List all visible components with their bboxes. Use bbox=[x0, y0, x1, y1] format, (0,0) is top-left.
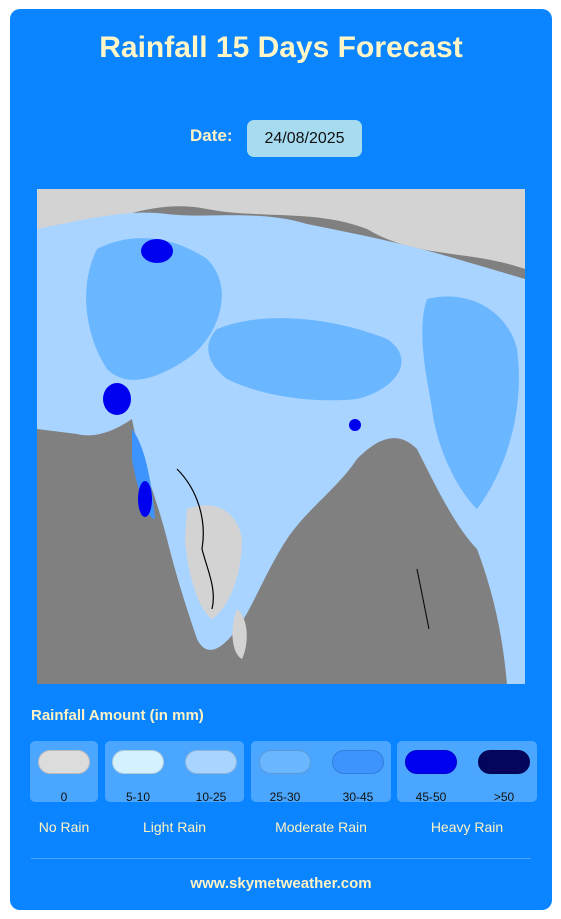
map-dry-south bbox=[185, 505, 242, 619]
footer-link[interactable]: www.skymetweather.com bbox=[190, 875, 372, 892]
legend-label-5: 45-50 bbox=[415, 790, 447, 804]
legend-label-0: 0 bbox=[60, 790, 68, 804]
legend-category-no-rain: No Rain bbox=[38, 819, 90, 835]
legend-swatch-1 bbox=[112, 750, 164, 774]
legend-label-6: >50 bbox=[493, 790, 515, 804]
map-rain-moderate-central bbox=[208, 318, 402, 401]
legend-label-4: 30-45 bbox=[342, 790, 374, 804]
map-rain-moderate-northwest bbox=[86, 238, 222, 380]
date-label: Date: bbox=[190, 126, 233, 145]
map-border-line bbox=[176, 468, 214, 610]
divider bbox=[31, 858, 531, 859]
map-rain-moderate-east bbox=[422, 296, 519, 509]
map-rain-heavy-north bbox=[141, 239, 173, 263]
map-rain-heavy-konkan bbox=[138, 481, 152, 517]
legend-category-light-rain: Light Rain bbox=[142, 819, 207, 835]
legend-swatch-6 bbox=[478, 750, 530, 774]
legend-label-1: 5-10 bbox=[125, 790, 151, 804]
map-rain-heavy-gujarat bbox=[103, 383, 131, 415]
page-title: Rainfall 15 Days Forecast bbox=[99, 31, 463, 64]
map-dry-srilanka bbox=[232, 609, 247, 659]
date-picker[interactable]: 24/08/2025 bbox=[247, 120, 362, 157]
legend-swatch-4 bbox=[332, 750, 384, 774]
legend-group-moderate-rain: 25-30 30-45 bbox=[251, 741, 391, 804]
forecast-card: Rainfall 15 Days Forecast Date: 24/08/20… bbox=[10, 9, 552, 910]
map-rain-heavy-bay bbox=[349, 419, 361, 431]
legend-swatch-5 bbox=[405, 750, 457, 774]
map-land-north bbox=[37, 189, 525, 269]
legend-group-light-rain: 5-10 10-25 bbox=[105, 741, 244, 804]
legend-swatch-0 bbox=[38, 750, 90, 774]
legend-swatch-2 bbox=[185, 750, 237, 774]
legend-label-3: 25-30 bbox=[269, 790, 301, 804]
map-island-chain bbox=[416, 568, 430, 630]
legend-category-moderate-rain: Moderate Rain bbox=[275, 819, 367, 835]
legend-label-2: 10-25 bbox=[195, 790, 227, 804]
legend-group-heavy-rain: 45-50 >50 bbox=[397, 741, 537, 804]
rainfall-map bbox=[37, 189, 525, 684]
legend-group-no-rain: 0 bbox=[30, 741, 98, 804]
legend-title: Rainfall Amount (in mm) bbox=[31, 707, 204, 724]
legend-category-heavy-rain: Heavy Rain bbox=[430, 819, 504, 835]
legend-swatch-3 bbox=[259, 750, 311, 774]
